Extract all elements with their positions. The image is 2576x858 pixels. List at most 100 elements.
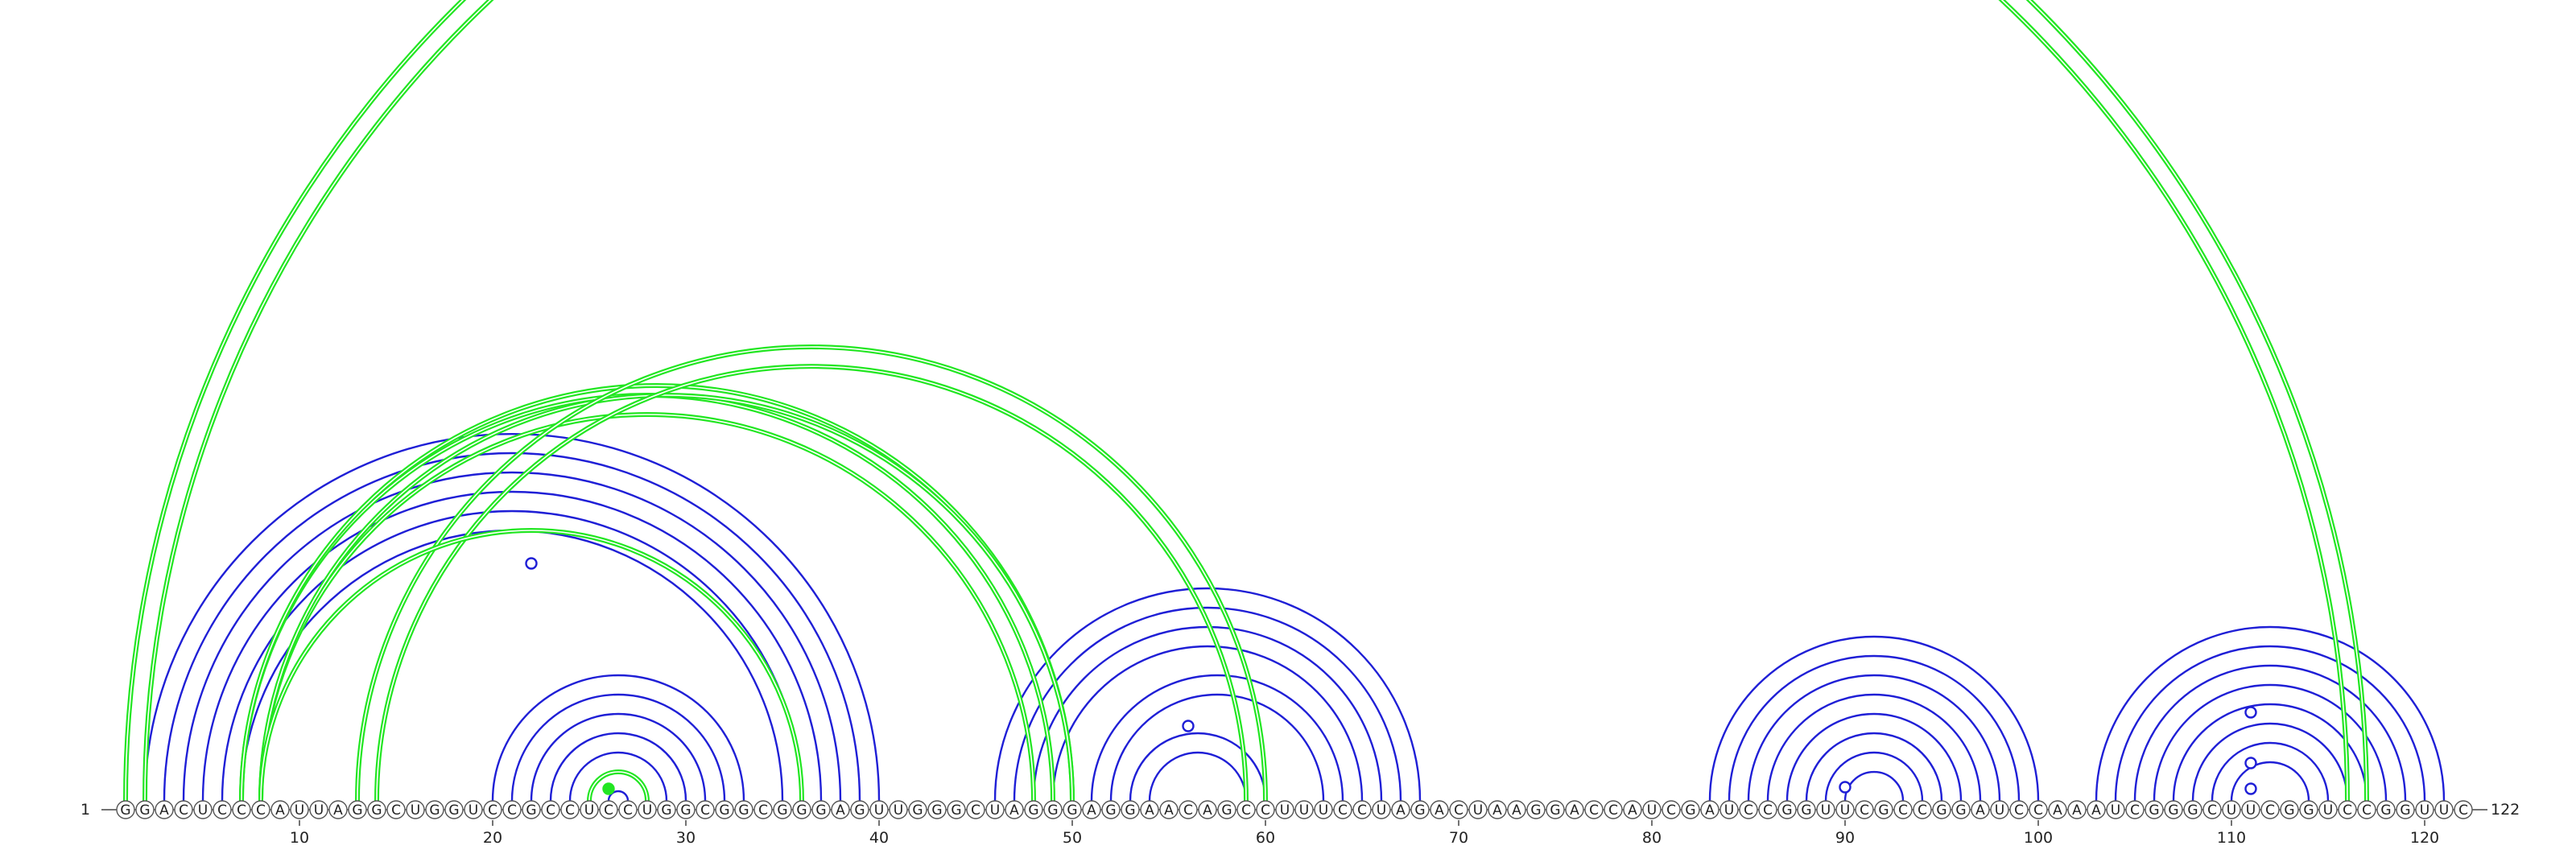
nucleotide: G bbox=[348, 800, 367, 819]
nucleotide-letter: U bbox=[894, 802, 903, 819]
filled-marker bbox=[602, 782, 615, 795]
nucleotide-letter: A bbox=[1975, 802, 1985, 819]
nucleotide-letter: G bbox=[661, 802, 671, 819]
nucleotide: U bbox=[869, 800, 889, 819]
nucleotide-circle bbox=[1294, 800, 1314, 819]
tick-label: 100 bbox=[2024, 829, 2053, 847]
nucleotide-letter: C bbox=[391, 802, 401, 819]
base-pair-arc bbox=[588, 770, 649, 802]
nucleotide-letter: C bbox=[758, 802, 768, 819]
nucleotide-letter: U bbox=[990, 802, 1000, 819]
nucleotide: G bbox=[657, 800, 676, 819]
nucleotide-circle bbox=[1739, 800, 1758, 819]
base-pair-arc bbox=[568, 751, 668, 802]
nucleotide: G bbox=[116, 800, 135, 819]
nucleotide-letter: G bbox=[1067, 802, 1077, 819]
base-pair-arc bbox=[1013, 606, 1402, 802]
nucleotide: C bbox=[213, 800, 232, 819]
nucleotide-letter: C bbox=[256, 802, 266, 819]
nucleotide-letter: C bbox=[1918, 802, 1927, 819]
base-pair-arc bbox=[2172, 703, 2368, 802]
nucleotide-circle bbox=[811, 800, 831, 819]
nucleotide: C bbox=[1758, 800, 1777, 819]
nucleotide-circle bbox=[638, 800, 657, 819]
base-pair-arc bbox=[491, 674, 745, 802]
nucleotide-circle bbox=[1893, 800, 1913, 819]
nucleotide-circle bbox=[773, 800, 792, 819]
nucleotide-letter: U bbox=[1377, 802, 1386, 819]
nucleotide: U bbox=[1372, 800, 1391, 819]
nucleotide-circle bbox=[2202, 800, 2222, 819]
nucleotide-circle bbox=[541, 800, 560, 819]
nucleotide-circle bbox=[1584, 800, 1604, 819]
nucleotide-circle bbox=[2376, 800, 2396, 819]
nucleotide-circle bbox=[560, 800, 580, 819]
nucleotide-circle bbox=[367, 800, 386, 819]
nucleotide: G bbox=[1546, 800, 1565, 819]
nucleotide: C bbox=[541, 800, 560, 819]
pseudoknot-arc bbox=[258, 528, 804, 802]
nucleotide-letter: G bbox=[1878, 802, 1889, 819]
nucleotide-circle bbox=[1951, 800, 1971, 819]
nucleotide-letter: A bbox=[1087, 802, 1096, 819]
nucleotide-circle bbox=[2067, 800, 2087, 819]
nucleotide-letter: U bbox=[1840, 802, 1850, 819]
nucleotide-circle bbox=[1179, 800, 1198, 819]
nucleotide-letter: U bbox=[1473, 802, 1483, 819]
nucleotide-circle bbox=[1391, 800, 1410, 819]
tick-label: 110 bbox=[2217, 829, 2246, 847]
nucleotide-circle bbox=[1159, 800, 1179, 819]
nucleotide: U bbox=[2318, 800, 2338, 819]
nucleotide-circle bbox=[2145, 800, 2164, 819]
nucleotide-circle bbox=[985, 800, 1005, 819]
nucleotide-circle bbox=[1352, 800, 1372, 819]
nucleotide: U bbox=[2434, 800, 2454, 819]
nucleotide-letter: G bbox=[912, 802, 923, 819]
base-pair-arc bbox=[1843, 770, 1905, 802]
nucleotide: U bbox=[290, 800, 309, 819]
nucleotide-circle bbox=[618, 800, 638, 819]
nucleotide: G bbox=[908, 800, 927, 819]
nucleotide: A bbox=[1430, 800, 1449, 819]
nucleotide: U bbox=[1990, 800, 2009, 819]
nucleotide-letter: G bbox=[429, 802, 440, 819]
nucleotide: U bbox=[1314, 800, 1333, 819]
nucleotide-circle bbox=[1468, 800, 1488, 819]
nucleotide-circle bbox=[580, 800, 599, 819]
nucleotide-letter: G bbox=[1125, 802, 1135, 819]
nucleotide-letter: G bbox=[448, 802, 459, 819]
open-marker bbox=[2244, 706, 2257, 719]
base-pair-arc bbox=[2211, 741, 2330, 802]
nucleotide-circle bbox=[1430, 800, 1449, 819]
nucleotide-letter: G bbox=[139, 802, 150, 819]
nucleotide-circle bbox=[2125, 800, 2145, 819]
nucleotide-circle bbox=[927, 800, 947, 819]
nucleotide-letter: G bbox=[1781, 802, 1792, 819]
nucleotide-circle bbox=[1700, 800, 1719, 819]
nucleotide-circle bbox=[753, 800, 773, 819]
nucleotide-circle bbox=[1005, 800, 1024, 819]
nucleotide-letter: A bbox=[1396, 802, 1406, 819]
nucleotide-letter: A bbox=[836, 802, 845, 819]
nucleotide-circle bbox=[2241, 800, 2260, 819]
nucleotide-letter: A bbox=[1435, 802, 1444, 819]
nucleotide-circle bbox=[1971, 800, 1990, 819]
nucleotide-letter: G bbox=[719, 802, 729, 819]
nucleotide: G bbox=[2164, 800, 2183, 819]
nucleotide-circle bbox=[1681, 800, 1700, 819]
nucleotide-letter: G bbox=[680, 802, 691, 819]
nucleotide-letter: U bbox=[411, 802, 420, 819]
nucleotide-letter: A bbox=[2053, 802, 2062, 819]
base-pair-arc bbox=[1728, 654, 2021, 802]
nucleotide-letter: A bbox=[1492, 802, 1502, 819]
open-marker bbox=[1839, 781, 1852, 794]
nucleotide: C bbox=[2454, 800, 2473, 819]
green-arcs bbox=[123, 0, 2369, 802]
pseudoknot-arc-inner bbox=[241, 385, 1073, 802]
nucleotide: G bbox=[367, 800, 386, 819]
tick-label: 90 bbox=[1835, 829, 1855, 847]
nucleotide-letter: A bbox=[2072, 802, 2082, 819]
nucleotide-circle bbox=[1101, 800, 1121, 819]
nucleotide: G bbox=[2280, 800, 2299, 819]
nucleotide-circle bbox=[831, 800, 850, 819]
